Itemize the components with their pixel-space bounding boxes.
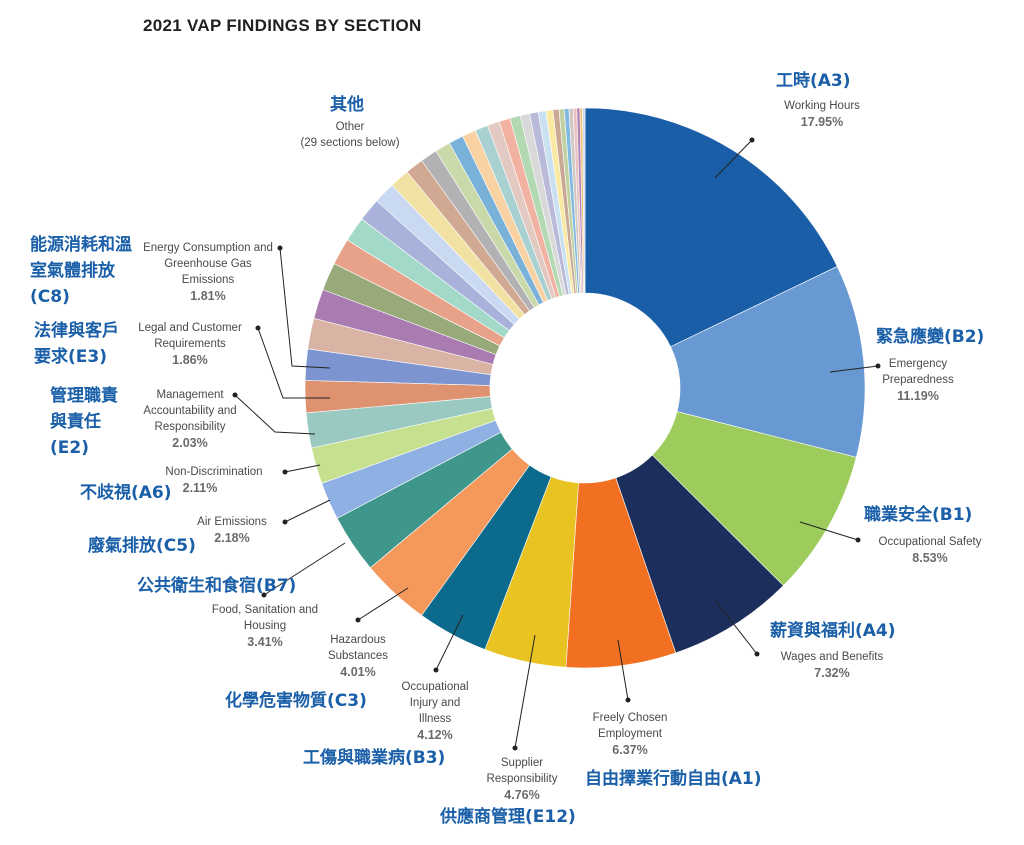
label-other-note: (29 sections below) (300, 137, 400, 149)
leader-line-a6 (284, 464, 321, 473)
label-a3-pct: 17.95% (800, 115, 844, 129)
label-a3-zh: 工時(A3) (776, 71, 851, 91)
label-e3: Legal and Customer Requirements 1.86% (120, 320, 260, 369)
label-a4-zh: 薪資與福利(A4) (770, 621, 896, 641)
label-c3-zh: 化學危害物質(C3) (225, 691, 367, 711)
label-a1-en: Freely Chosen Employment (592, 712, 668, 740)
label-e2-en: Management Accountability and Responsibi… (143, 389, 237, 433)
label-a1-pct: 6.37% (612, 743, 648, 757)
label-e2-zh: 管理職責與責任(E2) (50, 386, 118, 458)
label-a3: Working Hours 17.95% (784, 98, 860, 131)
label-e2-pct: 2.03% (172, 436, 208, 450)
label-a6-pct: 2.11% (182, 481, 218, 495)
label-a1: Freely Chosen Employment 6.37% (580, 710, 680, 759)
label-b7-pct: 3.41% (247, 635, 283, 649)
label-a6-en: Non-Discrimination (165, 466, 263, 478)
leader-line-c5 (284, 499, 331, 523)
slice-emergency-preparedness (670, 266, 866, 458)
label-b1: Occupational Safety 8.53% (879, 534, 982, 567)
label-a4-pct: 7.32% (814, 666, 850, 680)
label-e2: Management Accountability and Responsibi… (130, 387, 250, 452)
label-c8-pct: 1.81% (190, 289, 226, 303)
label-c5-en: Air Emissions (197, 516, 267, 528)
slice-other-29 (582, 107, 586, 294)
label-c8-en: Energy Consumption and Greenhouse Gas Em… (143, 242, 273, 286)
label-b2: Emergency Preparedness 11.19% (878, 356, 958, 405)
label-c3-pct: 4.01% (340, 665, 376, 679)
label-e3-zh: 法律與客戶要求(E3) (34, 321, 119, 367)
chart-title: 2021 VAP FINDINGS BY SECTION (143, 16, 422, 35)
label-c5-pct: 2.18% (214, 531, 250, 545)
label-a4: Wages and Benefits 7.32% (781, 649, 884, 682)
slice-working-hours (584, 107, 838, 348)
leader-line-e12 (514, 634, 536, 749)
label-b1-pct: 8.53% (912, 551, 948, 565)
label-c5-zh: 廢氣排放(C5) (88, 536, 196, 556)
leader-line-b7 (263, 542, 346, 596)
label-c8-zh: 能源消耗和溫室氣體排放(C8) (30, 235, 132, 307)
label-c8: Energy Consumption and Greenhouse Gas Em… (138, 240, 278, 305)
label-e3-en: Legal and Customer Requirements (138, 322, 242, 350)
label-c3-en: Hazardous Substances (327, 634, 389, 662)
label-a1-zh: 自由擇業行動自由(A1) (585, 769, 762, 789)
label-a4-en: Wages and Benefits (780, 651, 884, 663)
leader-line-c3 (357, 587, 409, 621)
label-b7-zh: 公共衛生和食宿(B7) (137, 576, 297, 596)
leader-line-a1 (617, 639, 629, 701)
label-e3-pct: 1.86% (172, 353, 208, 367)
label-b7-en: Food, Sanitation and Housing (211, 604, 319, 632)
leader-line-a3 (714, 139, 753, 179)
label-c5: Air Emissions 2.18% (197, 514, 267, 547)
label-b7: Food, Sanitation and Housing 3.41% (210, 602, 320, 651)
leader-line-b1 (799, 521, 859, 541)
label-a6: Non-Discrimination 2.11% (165, 464, 262, 497)
leader-line-e2 (234, 394, 316, 435)
label-b3-zh: 工傷與職業病(B3) (303, 748, 446, 768)
label-b1-zh: 職業安全(B1) (864, 505, 973, 525)
label-other: Other (29 sections below) (300, 119, 399, 151)
label-b2-zh: 緊急應變(B2) (876, 327, 985, 347)
label-b2-pct: 11.19% (897, 389, 939, 403)
leader-line-a4 (714, 599, 758, 655)
label-a3-en: Working Hours (784, 100, 860, 112)
label-b1-en: Occupational Safety (878, 536, 982, 548)
label-a6-zh: 不歧視(A6) (80, 483, 172, 503)
label-e12: Supplier Responsibility 4.76% (477, 755, 567, 804)
label-b3: Occupational Injury and Illness 4.12% (394, 679, 476, 744)
leader-line-b3 (435, 614, 464, 671)
label-b2-en: Emergency Preparedness (882, 358, 954, 386)
leader-line-e3 (257, 327, 330, 399)
label-other-en: Other (335, 121, 365, 133)
label-e12-en: Supplier Responsibility (486, 757, 558, 785)
label-e12-pct: 4.76% (504, 788, 540, 802)
label-other-zh: 其他 (330, 95, 364, 115)
label-b3-en: Occupational Injury and Illness (401, 681, 469, 725)
label-c3: Hazardous Substances 4.01% (318, 632, 398, 681)
label-e12-zh: 供應商管理(E12) (440, 807, 576, 827)
leader-line-b2 (829, 365, 879, 373)
leader-line-c8 (279, 247, 331, 369)
label-b3-pct: 4.12% (417, 728, 453, 742)
